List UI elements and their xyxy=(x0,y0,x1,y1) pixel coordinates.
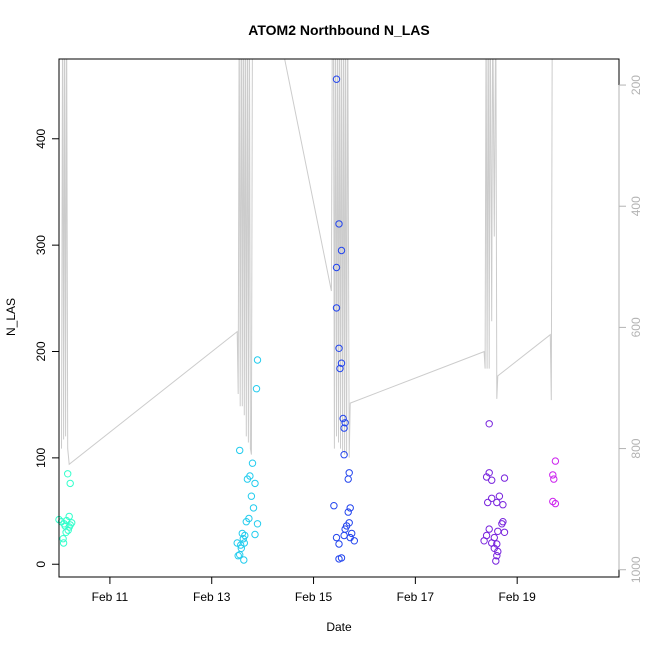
data-point xyxy=(336,364,344,373)
x-tick-label: Feb 15 xyxy=(295,590,333,604)
data-point xyxy=(330,502,338,510)
data-point xyxy=(340,424,348,432)
data-point xyxy=(492,557,500,565)
depth-line-layer xyxy=(61,59,553,466)
data-point xyxy=(332,75,341,83)
data-point xyxy=(344,508,352,516)
data-point xyxy=(337,359,346,367)
data-point xyxy=(252,385,261,393)
data-point xyxy=(350,537,358,545)
data-point xyxy=(236,551,244,559)
data-point xyxy=(243,475,252,483)
x-tick-label: Feb 17 xyxy=(397,590,435,604)
y2-tick-label: 400 xyxy=(629,196,643,216)
data-point xyxy=(346,504,354,512)
data-point xyxy=(251,479,259,488)
data-point xyxy=(493,540,501,548)
data-point xyxy=(249,504,258,512)
data-point xyxy=(494,547,502,556)
y2-tick-label: 800 xyxy=(629,438,643,458)
data-point xyxy=(66,521,74,529)
x-tick-label: Feb 19 xyxy=(499,590,537,604)
y-tick-label: 0 xyxy=(34,561,48,568)
data-point xyxy=(234,552,242,560)
y-tick-label: 400 xyxy=(34,128,48,148)
data-point xyxy=(485,420,493,428)
data-point xyxy=(488,476,496,484)
data-point xyxy=(340,451,348,459)
data-point xyxy=(248,459,257,467)
data-point xyxy=(488,494,496,502)
data-point xyxy=(337,246,346,255)
data-point xyxy=(498,520,506,528)
data-point xyxy=(550,475,558,483)
data-point xyxy=(335,344,343,352)
data-point xyxy=(236,446,244,455)
y-axis: 0 100 200 300 400 xyxy=(34,128,59,568)
data-point xyxy=(480,537,488,545)
y-axis-label: N_LAS xyxy=(4,298,18,336)
data-points-layer xyxy=(55,75,560,565)
x-axis: Feb 11 Feb 13 Feb 15 Feb 17 Feb 19 xyxy=(92,577,537,604)
data-point xyxy=(494,527,502,535)
data-point xyxy=(335,555,343,563)
data-point xyxy=(484,498,492,507)
data-point xyxy=(482,473,491,481)
data-point xyxy=(339,414,347,423)
data-point xyxy=(66,479,74,488)
data-point xyxy=(500,474,509,482)
data-point xyxy=(495,492,504,500)
data-point xyxy=(62,528,70,536)
depth-line xyxy=(61,59,553,466)
secondary-y-axis: 200 400 600 800 1000 xyxy=(618,75,643,583)
data-point xyxy=(59,539,68,547)
data-point xyxy=(68,519,76,527)
data-point xyxy=(242,518,251,526)
data-point xyxy=(247,492,256,500)
data-point xyxy=(340,531,348,540)
data-point xyxy=(251,530,259,539)
data-point xyxy=(240,556,248,564)
data-point xyxy=(493,552,501,560)
y-tick-label: 100 xyxy=(34,448,48,468)
data-point xyxy=(348,529,356,538)
data-point xyxy=(332,263,341,272)
x-tick-label: Feb 11 xyxy=(92,590,129,604)
data-point xyxy=(335,540,343,548)
y2-tick-label: 1000 xyxy=(629,556,643,583)
data-point xyxy=(253,356,262,364)
data-point xyxy=(346,533,354,542)
y-tick-label: 300 xyxy=(34,235,48,255)
data-point xyxy=(549,471,557,479)
data-point xyxy=(253,520,262,528)
data-point xyxy=(345,469,353,477)
data-point xyxy=(551,457,560,465)
x-axis-label: Date xyxy=(326,620,352,634)
chart-title: ATOM2 Northbound N_LAS xyxy=(248,22,429,38)
data-point xyxy=(485,525,493,533)
y2-tick-label: 200 xyxy=(629,75,643,95)
y2-tick-label: 600 xyxy=(629,317,643,337)
data-point xyxy=(551,499,560,508)
data-point xyxy=(500,528,509,536)
data-point xyxy=(233,539,241,547)
data-point xyxy=(499,501,507,509)
x-tick-label: Feb 13 xyxy=(193,590,231,604)
data-point xyxy=(341,419,349,427)
data-point xyxy=(332,533,341,542)
data-point xyxy=(344,475,352,483)
data-point xyxy=(238,529,247,538)
data-point xyxy=(239,535,248,543)
data-point xyxy=(332,304,341,312)
y-tick-label: 200 xyxy=(34,341,48,361)
data-point xyxy=(335,220,343,228)
data-point xyxy=(64,470,72,478)
data-point xyxy=(59,535,67,543)
